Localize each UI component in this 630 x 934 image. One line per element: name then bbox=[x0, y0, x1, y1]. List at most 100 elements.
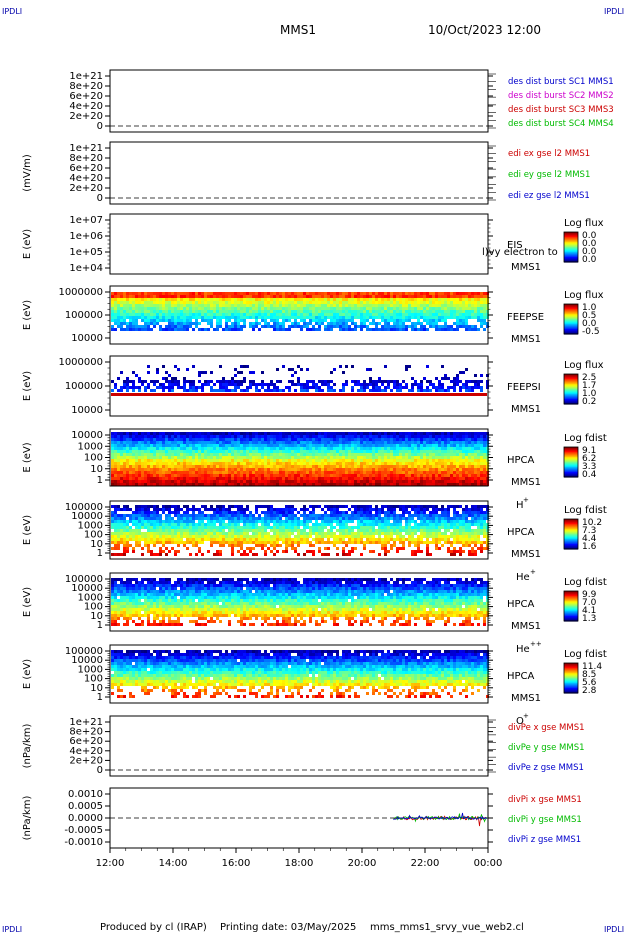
spectrogram-cell bbox=[111, 444, 114, 447]
spectrogram-cell bbox=[330, 295, 333, 298]
spectrogram-cell bbox=[438, 480, 441, 483]
spectrogram-cell bbox=[288, 295, 291, 298]
spectrogram-cell bbox=[423, 480, 426, 483]
spectrogram-cell bbox=[333, 389, 336, 392]
spectrogram-cell bbox=[471, 435, 474, 438]
spectrogram-cell bbox=[183, 459, 186, 462]
spectrogram-cell bbox=[279, 474, 282, 477]
spectrogram-cell bbox=[210, 301, 213, 304]
spectrogram-cell bbox=[141, 441, 144, 444]
spectrogram-cell bbox=[306, 386, 309, 389]
spectrogram-cell bbox=[309, 483, 312, 486]
spectrogram-cell bbox=[354, 322, 357, 325]
spectrogram-cell bbox=[195, 316, 198, 319]
spectrogram-cell bbox=[483, 319, 486, 322]
spectrogram-cell bbox=[315, 480, 318, 483]
spectrogram-cell bbox=[186, 435, 189, 438]
spectrogram-cell bbox=[138, 377, 141, 380]
spectrogram-cell bbox=[453, 462, 456, 465]
spectrogram-cell bbox=[156, 316, 159, 319]
spectrogram-cell bbox=[360, 383, 363, 386]
spectrogram-cell bbox=[195, 483, 198, 486]
spectrogram-cell bbox=[237, 295, 240, 298]
spectrogram-cell bbox=[165, 450, 168, 453]
spectrogram-cell bbox=[339, 474, 342, 477]
spectrogram-cell bbox=[453, 292, 456, 295]
spectrogram-cell bbox=[117, 483, 120, 486]
spectrogram-cell bbox=[138, 477, 141, 480]
spectrogram-cell bbox=[183, 526, 186, 529]
spectrogram-cell bbox=[390, 459, 393, 462]
spectrogram-cell bbox=[441, 316, 444, 319]
spectrogram-cell bbox=[243, 298, 246, 301]
spectrogram-cell bbox=[159, 307, 162, 310]
spectrogram-cell bbox=[126, 550, 129, 553]
spectrogram-cell bbox=[243, 389, 246, 392]
spectrogram-cell bbox=[423, 389, 426, 392]
spectrogram-cell bbox=[120, 541, 123, 544]
spectrogram-cell bbox=[246, 441, 249, 444]
spectrogram-cell bbox=[309, 295, 312, 298]
spectrogram-cell bbox=[126, 526, 129, 529]
spectrogram-cell bbox=[132, 517, 135, 520]
spectrogram-cell bbox=[441, 453, 444, 456]
spectrogram-cell bbox=[144, 447, 147, 450]
spectrogram-cell bbox=[273, 456, 276, 459]
spectrogram-cell bbox=[141, 538, 144, 541]
spectrogram-cell bbox=[378, 386, 381, 389]
spectrogram-cell bbox=[270, 465, 273, 468]
spectrogram-cell bbox=[189, 529, 192, 532]
spectrogram-cell bbox=[132, 438, 135, 441]
spectrogram-cell bbox=[456, 480, 459, 483]
spectrogram-cell bbox=[441, 292, 444, 295]
spectrogram-cell bbox=[351, 304, 354, 307]
spectrogram-cell bbox=[453, 438, 456, 441]
spectrogram-cell bbox=[120, 462, 123, 465]
spectrogram-cell bbox=[216, 456, 219, 459]
spectrogram-cell bbox=[423, 462, 426, 465]
spectrogram-cell bbox=[261, 319, 264, 322]
spectrogram-cell bbox=[273, 444, 276, 447]
spectrogram-cell bbox=[174, 441, 177, 444]
y-tick-label: 1e+07 bbox=[69, 215, 103, 226]
spectrogram-cell bbox=[381, 310, 384, 313]
spectrogram-cell bbox=[465, 380, 468, 383]
spectrogram-cell bbox=[315, 432, 318, 435]
spectrogram-cell bbox=[210, 535, 213, 538]
spectrogram-cell bbox=[330, 328, 333, 331]
spectrogram-cell bbox=[132, 304, 135, 307]
spectrogram-cell bbox=[192, 520, 195, 523]
spectrogram-cell bbox=[243, 304, 246, 307]
spectrogram-cell bbox=[408, 468, 411, 471]
spectrogram-cell bbox=[462, 383, 465, 386]
spectrogram-cell bbox=[111, 465, 114, 468]
spectrogram-cell bbox=[147, 307, 150, 310]
spectrogram-cell bbox=[129, 322, 132, 325]
spectrogram-cell bbox=[222, 301, 225, 304]
spectrogram-cell bbox=[402, 438, 405, 441]
colorbar-cell bbox=[564, 454, 578, 457]
spectrogram-cell bbox=[132, 450, 135, 453]
spectrogram-cell bbox=[321, 380, 324, 383]
spectrogram-cell bbox=[399, 298, 402, 301]
spectrogram-cell bbox=[171, 389, 174, 392]
spectrogram-cell bbox=[180, 444, 183, 447]
spectrogram-cell bbox=[261, 325, 264, 328]
spectrogram-cell bbox=[117, 316, 120, 319]
spectrogram-cell bbox=[177, 456, 180, 459]
spectrogram-cell bbox=[261, 462, 264, 465]
spectrogram-cell bbox=[222, 468, 225, 471]
spectrogram-cell bbox=[432, 313, 435, 316]
spectrogram-cell bbox=[240, 310, 243, 313]
spectrogram-cell bbox=[279, 298, 282, 301]
spectrogram-cell bbox=[417, 480, 420, 483]
spectrogram-cell bbox=[285, 441, 288, 444]
spectrogram-cell bbox=[381, 304, 384, 307]
spectrogram-cell bbox=[309, 316, 312, 319]
spectrogram-cell bbox=[318, 438, 321, 441]
spectrogram-cell bbox=[411, 462, 414, 465]
spectrogram-cell bbox=[147, 468, 150, 471]
spectrogram-cell bbox=[186, 292, 189, 295]
spectrogram-cell bbox=[252, 313, 255, 316]
spectrogram-cell bbox=[357, 441, 360, 444]
